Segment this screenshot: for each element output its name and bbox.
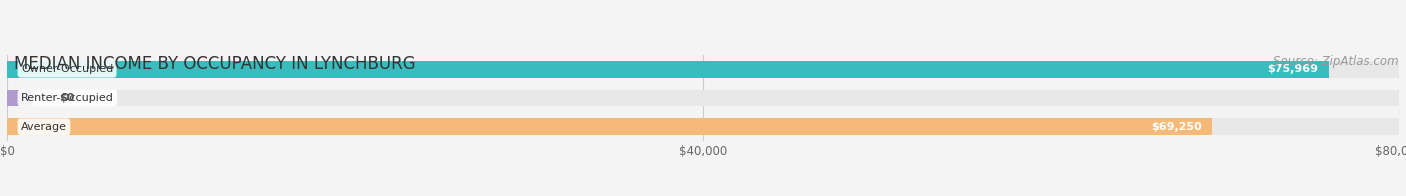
Text: $0: $0 bbox=[59, 93, 75, 103]
Text: MEDIAN INCOME BY OCCUPANCY IN LYNCHBURG: MEDIAN INCOME BY OCCUPANCY IN LYNCHBURG bbox=[14, 55, 416, 73]
Text: Average: Average bbox=[21, 122, 67, 132]
Bar bbox=[7, 90, 1399, 106]
Bar bbox=[7, 61, 1399, 78]
Text: Renter-Occupied: Renter-Occupied bbox=[21, 93, 114, 103]
Text: $69,250: $69,250 bbox=[1150, 122, 1202, 132]
Bar bbox=[7, 61, 1329, 78]
Text: Owner-Occupied: Owner-Occupied bbox=[21, 64, 114, 74]
Text: Source: ZipAtlas.com: Source: ZipAtlas.com bbox=[1274, 55, 1399, 68]
Bar bbox=[7, 90, 34, 106]
Bar bbox=[7, 118, 1399, 135]
Bar bbox=[7, 118, 1212, 135]
Text: $75,969: $75,969 bbox=[1267, 64, 1319, 74]
